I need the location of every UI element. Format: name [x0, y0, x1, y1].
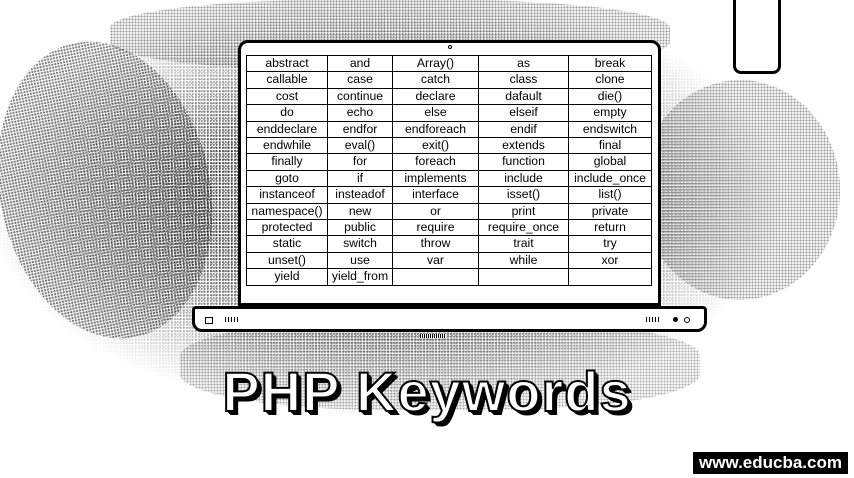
keyword-cell: require_once [478, 219, 569, 237]
keyword-cell: catch [392, 71, 479, 89]
table-row: protected public require require_once return [246, 219, 652, 237]
keyword-cell: endforeach [392, 120, 479, 139]
keyword-cell: yield [246, 268, 328, 286]
keyword-cell: use [327, 251, 393, 270]
keyword-cell: require [392, 219, 479, 237]
keyword-cell: include_once [568, 169, 652, 188]
bookmark-tag-icon [733, 0, 781, 74]
keyword-cell: or [392, 202, 479, 221]
keyword-cell: else [392, 104, 479, 122]
keyword-cell: callable [246, 71, 328, 89]
keyword-cell [568, 268, 652, 286]
keyword-cell: as [478, 54, 569, 73]
keyword-cell: protected [246, 219, 328, 237]
keyword-cell: namespace() [246, 202, 328, 221]
table-row: cost continue declare dafault die() [246, 87, 652, 106]
keyword-cell: implements [392, 169, 479, 188]
keyword-cell: echo [327, 104, 393, 122]
keyword-cell: abstract [246, 54, 328, 73]
keyword-cell: global [568, 153, 652, 171]
keyword-cell: endswitch [568, 120, 652, 139]
laptop-foot [420, 334, 446, 338]
keyword-cell: break [568, 54, 652, 73]
keyword-cell: endfor [327, 120, 393, 139]
keyword-cell: and [327, 54, 393, 73]
keyword-cell: trait [478, 235, 569, 253]
table-row: enddeclare endfor endforeach endif endswitch [246, 120, 652, 139]
keyword-cell: enddeclare [246, 120, 328, 139]
keyword-cell [478, 268, 569, 286]
keyword-cell: yield_from [327, 268, 393, 286]
table-row: instanceof insteadof interface isset() list(… [246, 186, 652, 204]
keyword-cell: xor [568, 251, 652, 270]
background-blob-right [640, 80, 840, 300]
keyword-cell: instanceof [246, 186, 328, 204]
camera-icon [447, 45, 452, 49]
table-row: abstract and Array() as break [246, 54, 652, 73]
keyword-cell: Array() [392, 54, 479, 73]
keyword-cell: endwhile [246, 137, 328, 155]
table-row: unset() use var while xor [246, 251, 652, 270]
keyword-cell: die() [568, 87, 652, 106]
keyword-cell: isset() [478, 186, 569, 204]
table-row: yield yield_from [246, 268, 652, 286]
keywords-table: abstract and Array() as break callable case cat… [246, 54, 652, 286]
keyword-cell: cost [246, 87, 328, 106]
keyword-cell: case [327, 71, 393, 89]
table-row: callable case catch class clone [246, 71, 652, 89]
keyword-cell: unset() [246, 251, 328, 270]
keyword-cell: interface [392, 186, 479, 204]
keyword-cell: for [327, 153, 393, 171]
keyword-cell: try [568, 235, 652, 253]
keyword-cell: clone [568, 71, 652, 89]
keyword-cell: new [327, 202, 393, 221]
keyword-cell: public [327, 219, 393, 237]
keyword-cell: exit() [392, 137, 479, 155]
status-led-icon [684, 317, 690, 323]
keyword-cell: dafault [478, 87, 569, 106]
keyword-cell: elseif [478, 104, 569, 122]
keyword-cell: class [478, 71, 569, 89]
keyword-cell: while [478, 251, 569, 270]
keyword-cell: insteadof [327, 186, 393, 204]
keyword-cell: finally [246, 153, 328, 171]
keyword-cell: switch [327, 235, 393, 253]
page-title: PHP Keywords [221, 359, 632, 424]
table-row: do echo else elseif empty [246, 104, 652, 122]
keyword-cell: list() [568, 186, 652, 204]
keyword-cell: print [478, 202, 569, 221]
port-icon [205, 317, 213, 324]
keyword-cell: extends [478, 137, 569, 155]
keyword-cell: declare [392, 87, 479, 106]
table-row: static switch throw trait try [246, 235, 652, 253]
keyword-cell: return [568, 219, 652, 237]
speaker-grille-left [225, 317, 239, 322]
keyword-cell: final [568, 137, 652, 155]
watermark: www.educba.com [693, 452, 848, 474]
keyword-cell: do [246, 104, 328, 122]
keyword-cell: foreach [392, 153, 479, 171]
keyword-cell: if [327, 169, 393, 188]
keyword-cell [392, 268, 479, 286]
keyword-cell: throw [392, 235, 479, 253]
keyword-cell: include [478, 169, 569, 188]
keyword-cell: function [478, 153, 569, 171]
laptop-base [192, 306, 707, 332]
keyword-cell: endif [478, 120, 569, 139]
table-row: finally for foreach function global [246, 153, 652, 171]
keyword-cell: private [568, 202, 652, 221]
table-row: endwhile eval() exit() extends final [246, 137, 652, 155]
keyword-cell: continue [327, 87, 393, 106]
table-row: goto if implements include include_once [246, 169, 652, 188]
keyword-cell: empty [568, 104, 652, 122]
power-led-icon [673, 317, 678, 322]
keyword-cell: static [246, 235, 328, 253]
keyword-cell: goto [246, 169, 328, 188]
keyword-cell: var [392, 251, 479, 270]
keyword-cell: eval() [327, 137, 393, 155]
table-row: namespace() new or print private [246, 202, 652, 221]
speaker-grille-right [646, 317, 660, 322]
